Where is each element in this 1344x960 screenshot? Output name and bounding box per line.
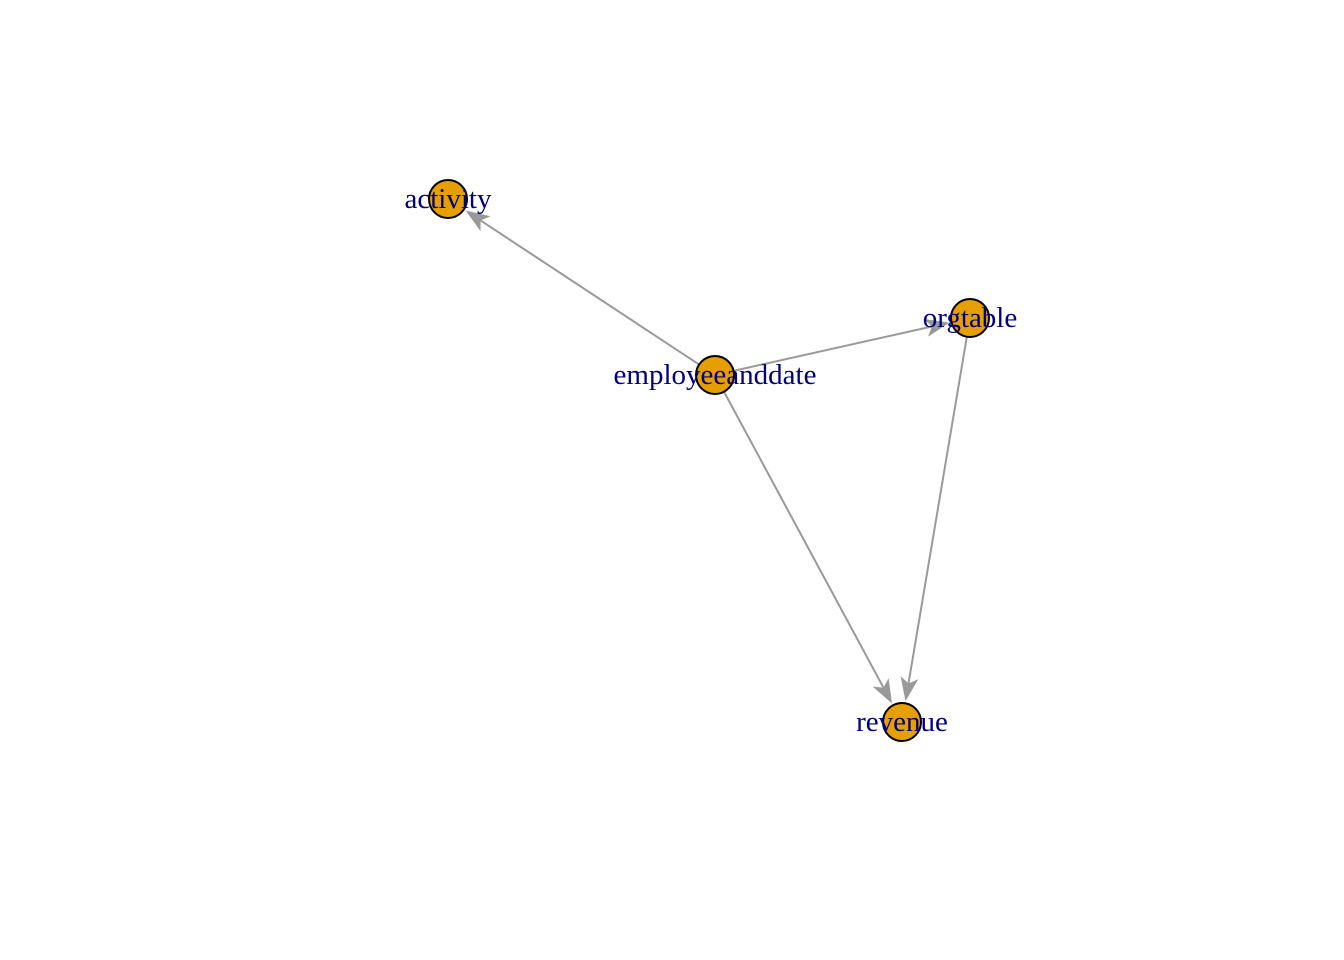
node-revenue [882,702,922,742]
edge-arrowhead [900,676,919,702]
node-orgtable [950,298,990,338]
edge-line [907,336,968,684]
node-label-activity: activity [405,183,492,215]
edge-arrowhead [924,319,950,337]
edge-arrowhead [465,210,491,232]
edge-orgtable-to-revenue [900,336,968,702]
node-label-orgtable: orgtable [923,302,1018,334]
edge-employeeanddate-to-orgtable [733,319,950,372]
node-activity [428,179,468,219]
edge-employeeanddate-to-revenue [723,391,893,704]
node-label-employeeanddate: employeeanddate [614,359,817,391]
node-label-revenue: revenue [856,706,948,738]
edge-arrowhead [872,678,893,704]
nodes-layer [428,179,990,742]
edge-line [723,391,885,689]
edge-line [480,219,700,366]
edges-layer [465,210,968,704]
labels-layer: activity employeeanddate orgtable revenue [405,183,1018,738]
edge-line [733,325,933,372]
node-employeeanddate [695,355,735,395]
edge-employeeanddate-to-activity [465,210,700,366]
